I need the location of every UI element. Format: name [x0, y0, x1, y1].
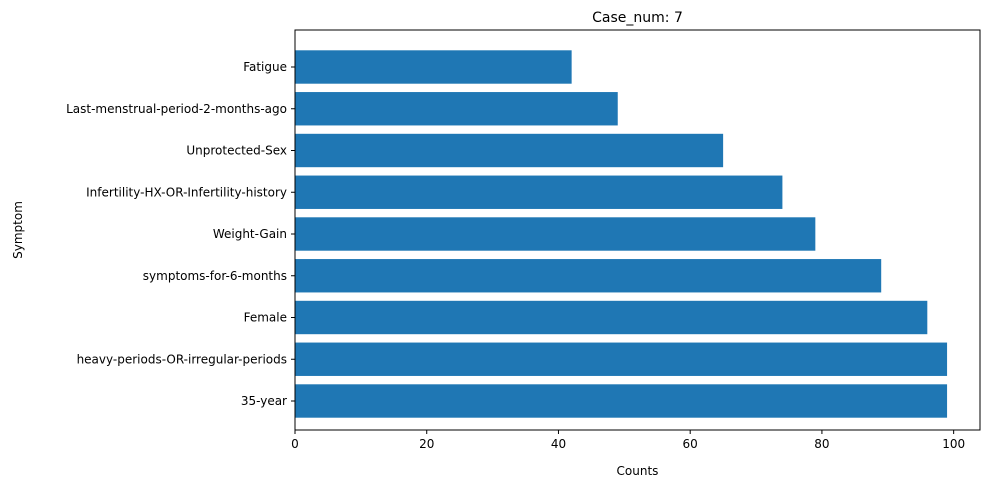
- y-tick-label: symptoms-for-6-months: [143, 269, 287, 283]
- bar: [295, 300, 928, 335]
- x-tick-label: 0: [291, 437, 299, 451]
- y-tick-label: 35-year: [241, 394, 287, 408]
- bar: [295, 217, 816, 251]
- x-tick-label: 100: [942, 437, 965, 451]
- x-tick-label: 20: [419, 437, 434, 451]
- bar: [295, 342, 948, 376]
- y-tick-label: Fatigue: [243, 60, 287, 74]
- x-tick-label: 40: [551, 437, 566, 451]
- y-tick-label: Last-menstrual-period-2-months-ago: [66, 102, 287, 116]
- bar: [295, 133, 724, 168]
- bar: [295, 92, 618, 126]
- x-tick-label: 60: [683, 437, 698, 451]
- y-axis-label: Symptom: [11, 201, 25, 259]
- x-axis-label: Counts: [617, 464, 659, 478]
- x-ticks-group: 0 20 40 60 80 100: [291, 430, 965, 451]
- bar: [295, 259, 882, 293]
- chart-title: Case_num: 7: [592, 10, 683, 26]
- plot-frame: [294, 29, 981, 431]
- y-tick-label: Weight-Gain: [213, 227, 287, 241]
- x-tick-label: 80: [814, 437, 829, 451]
- y-ticks-group: 35-year heavy-periods-OR-irregular-period…: [66, 60, 295, 408]
- bar: [295, 50, 572, 84]
- y-tick-label: Unprotected-Sex: [186, 144, 287, 158]
- y-tick-label: heavy-periods-OR-irregular-periods: [77, 352, 287, 366]
- bar: [295, 384, 948, 418]
- y-tick-label: Infertility-HX-OR-Infertility-history: [86, 185, 287, 199]
- y-tick-label: Female: [244, 311, 287, 325]
- bar: [295, 175, 783, 209]
- bars-group: [295, 50, 948, 418]
